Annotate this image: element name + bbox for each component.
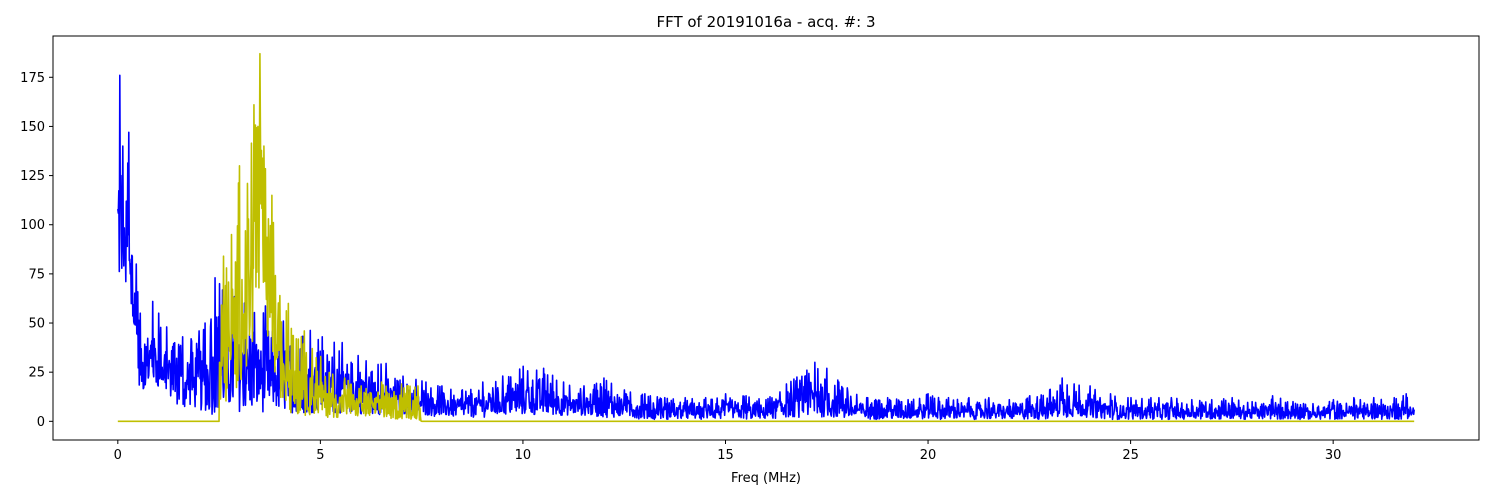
x-tick-label: 0	[114, 448, 122, 463]
y-tick-label: 125	[20, 169, 45, 184]
y-tick-label: 175	[20, 71, 45, 86]
y-tick-label: 150	[20, 120, 45, 135]
axes-frame	[52, 35, 1480, 441]
y-tick-label: 100	[20, 218, 45, 233]
x-tick-label: 15	[717, 448, 734, 463]
x-tick-label: 25	[1122, 448, 1139, 463]
series-layer	[117, 52, 1415, 423]
x-tick-label: 5	[316, 448, 324, 463]
chart-title: FFT of 20191016a - acq. #: 3	[656, 13, 875, 31]
y-tick-label: 75	[28, 267, 45, 282]
x-axis-label: Freq (MHz)	[731, 471, 801, 486]
x-tick-label: 20	[920, 448, 937, 463]
y-tick-label: 0	[37, 415, 45, 430]
x-tick-label: 30	[1325, 448, 1342, 463]
y-tick-label: 25	[28, 366, 45, 381]
y-tick-label: 50	[28, 317, 45, 332]
x-tick-label: 10	[515, 448, 532, 463]
axes-layer: 0 5 10 15 20 25 30 0 25 50 75 100 125 150 175	[20, 35, 1480, 463]
series-line-1	[117, 52, 1415, 423]
